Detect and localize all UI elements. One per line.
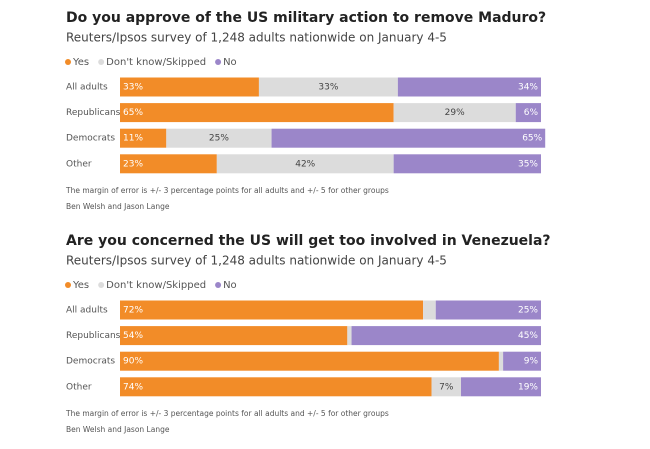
legend-dot [215,282,222,288]
legend-dot [215,59,222,65]
value-label: 42% [295,159,315,169]
category-label: All adults [66,306,108,316]
legend-label: Yes [72,57,89,68]
chart-title: Are you concerned the US will get too in… [66,233,551,249]
category-label: Republicans [66,331,121,341]
chart-subtitle: Reuters/Ipsos survey of 1,248 adults nat… [66,254,447,268]
value-label: 33% [123,83,143,93]
value-label: 45% [518,331,538,341]
value-label: 29% [445,108,465,118]
category-label: Democrats [66,357,115,367]
category-label: All adults [66,83,108,93]
value-label: 72% [123,306,143,316]
note: The margin of error is +/- 3 percentage … [65,186,389,195]
value-label: 54% [123,331,143,341]
bar-segment [120,326,348,346]
value-label: 6% [524,108,539,118]
credit: Ben Welsh and Jason Lange [66,425,170,434]
bar-segment [120,128,167,148]
value-label: 9% [524,357,539,367]
bar-segment [120,300,424,320]
value-label: 19% [518,382,538,392]
chart: Are you concerned the US will get too in… [65,233,551,434]
value-label: 33% [318,83,338,93]
value-label: 35% [518,159,538,169]
legend-dot [65,59,71,65]
legend-label: Don't know/Skipped [106,280,206,291]
value-label: 7% [439,382,454,392]
category-label: Other [66,159,92,169]
legend-dot [65,282,71,288]
bar-segment [271,128,546,148]
bar-segment [435,300,541,320]
value-label: 25% [209,134,229,144]
bar-segment [397,77,541,97]
category-label: Republicans [66,108,121,118]
value-label: 65% [123,108,143,118]
bar-segment [347,326,352,346]
bar-segment [351,326,541,346]
chart-title: Do you approve of the US military action… [66,10,546,26]
legend-label: Don't know/Skipped [106,57,206,68]
legend-dot [98,282,105,288]
bar-segment [120,77,259,97]
legend-label: No [223,57,237,68]
bar-segment [498,351,504,371]
bar-segment [423,300,436,320]
legend-label: No [223,280,237,291]
category-label: Democrats [66,134,115,144]
value-label: 23% [123,159,143,169]
bar-segment [515,103,541,123]
value-label: 90% [123,357,143,367]
value-label: 25% [518,306,538,316]
note: The margin of error is +/- 3 percentage … [65,409,389,418]
bar-segment [120,377,432,397]
bar-segment [120,103,394,123]
chart: Do you approve of the US military action… [65,10,546,211]
bar-segment [166,128,272,148]
value-label: 74% [123,382,143,392]
bar-segment [120,351,499,371]
chart-subtitle: Reuters/Ipsos survey of 1,248 adults nat… [66,31,447,45]
bar-segment [258,77,398,97]
value-label: 65% [522,134,542,144]
bar-segment [120,154,217,174]
bar-segment [216,154,394,174]
bar-segment [503,351,541,371]
credit: Ben Welsh and Jason Lange [66,202,170,211]
category-label: Other [66,382,92,392]
bar-segment [393,154,541,174]
value-label: 11% [123,134,143,144]
bar-segment [431,377,462,397]
bar-segment [393,103,516,123]
value-label: 34% [518,83,538,93]
legend-label: Yes [72,280,89,291]
legend-dot [98,59,105,65]
bar-segment [461,377,541,397]
